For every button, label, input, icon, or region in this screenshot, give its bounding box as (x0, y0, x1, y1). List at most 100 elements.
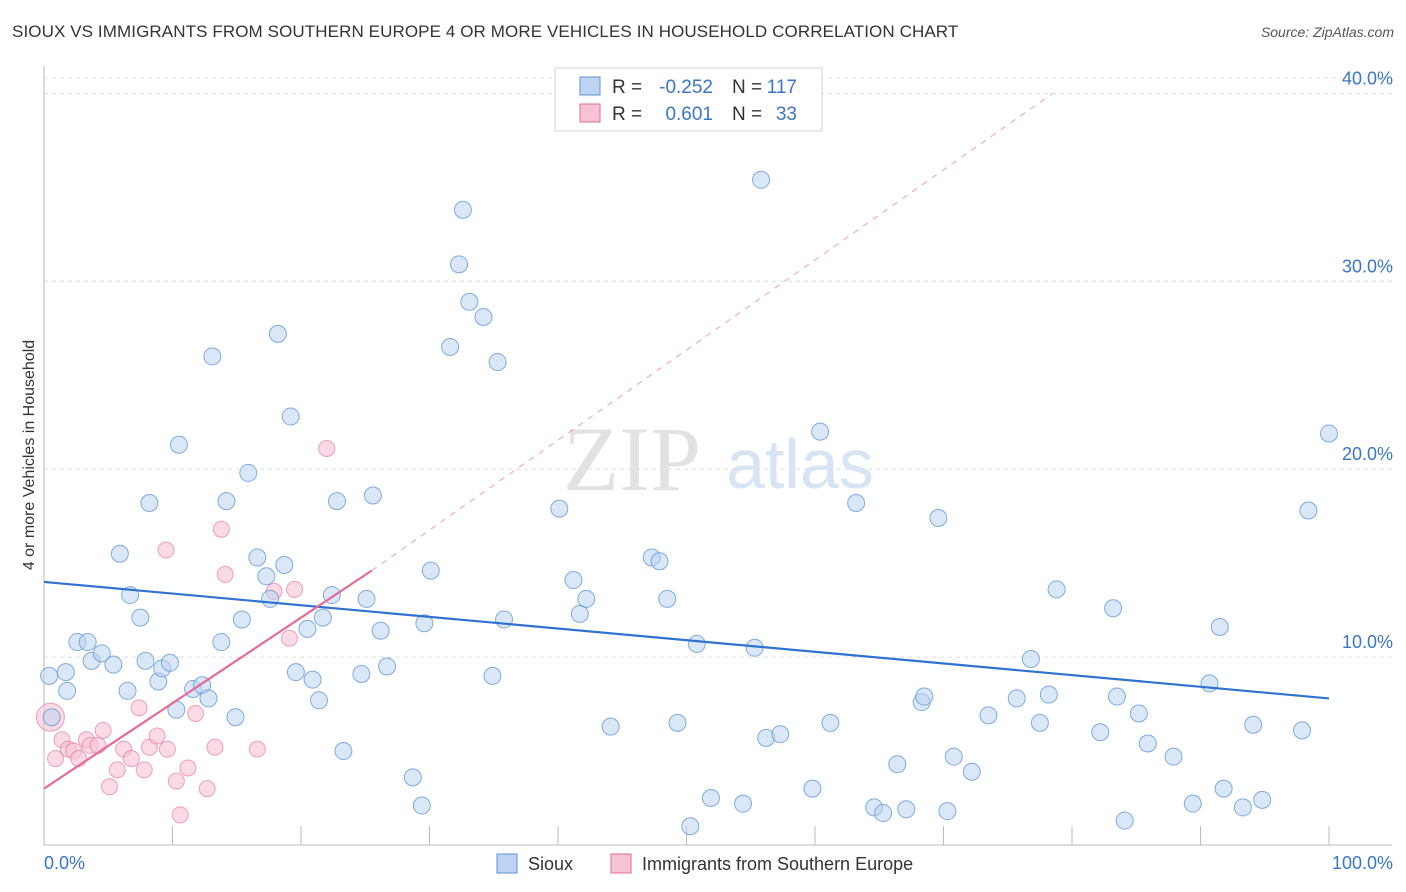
sioux-point (286, 663, 305, 682)
sioux-point (483, 666, 502, 685)
legend-sioux-label: Sioux (528, 854, 573, 874)
sioux-point (42, 708, 61, 727)
sioux-point (1293, 721, 1312, 740)
sioux-point (232, 610, 251, 629)
sioux-point (131, 608, 150, 627)
imm-point (130, 699, 148, 717)
sioux-point (550, 499, 569, 518)
sioux-point (488, 353, 507, 372)
sioux-point (687, 634, 706, 653)
watermark: ZIP atlas (563, 408, 874, 510)
legend-sioux-swatch (496, 853, 518, 874)
stats-r-value-2: 0.601 (665, 104, 713, 125)
imm-point (135, 761, 153, 779)
imm-point (158, 740, 176, 758)
y-tick-label: 10.0% (1342, 632, 1393, 652)
y-tick-label: 20.0% (1342, 444, 1393, 464)
sioux-point (298, 619, 317, 638)
sioux-point (929, 509, 948, 528)
stats-box: R = -0.252 N = 117 R = 0.601 N = 33 (554, 67, 823, 132)
imm-point (122, 750, 140, 768)
sioux-point (1164, 747, 1183, 766)
sioux-swatch (579, 76, 601, 96)
sioux-point (1214, 779, 1233, 798)
trend-lines (43, 92, 1330, 790)
sioux-point (771, 725, 790, 744)
sioux-point (110, 544, 129, 563)
sioux-point (415, 614, 434, 633)
imm-trend-extension (371, 92, 1054, 572)
imm-point (167, 772, 185, 790)
watermark-zip: ZIP (563, 408, 701, 510)
y-tick-label: 40.0% (1342, 68, 1393, 88)
sioux-point (313, 608, 332, 627)
imm-swatch (579, 103, 601, 123)
sioux-point (421, 561, 440, 580)
sioux-point (403, 768, 422, 787)
sioux-point (874, 804, 893, 823)
sioux-point (92, 644, 111, 663)
sioux-point (1233, 798, 1252, 817)
sioux-point (78, 633, 97, 652)
imm-point (286, 580, 304, 598)
stats-n-value-1: 117 (767, 77, 797, 98)
sioux-point (412, 796, 431, 815)
imm-point (187, 704, 205, 722)
sioux-point (1183, 794, 1202, 813)
sioux-point (888, 755, 907, 774)
sioux-point (1091, 723, 1110, 742)
imm-point (157, 541, 175, 559)
imm-point (212, 520, 230, 538)
watermark-atlas: atlas (726, 425, 874, 503)
imm-point (108, 761, 126, 779)
stats-n-label-2: N = (732, 104, 762, 125)
imm-point (216, 565, 234, 583)
sioux-point (104, 655, 123, 674)
sioux-point (309, 691, 328, 710)
sioux-point (378, 657, 397, 676)
sioux-point (327, 492, 346, 511)
sioux-point (303, 670, 322, 689)
imm-point (70, 750, 88, 768)
sioux-point (281, 407, 300, 426)
sioux-point (441, 338, 460, 357)
sioux-point (752, 170, 771, 189)
imm-point (101, 778, 119, 796)
sioux-point (601, 717, 620, 736)
sioux-point (453, 200, 472, 219)
sioux-point (1299, 501, 1318, 520)
imm-point (318, 439, 336, 457)
sioux-point (363, 486, 382, 505)
sioux-point (248, 548, 267, 567)
sioux-point (136, 651, 155, 670)
sioux-point (1047, 580, 1066, 599)
sioux-point (199, 689, 218, 708)
sioux-point (1210, 618, 1229, 637)
sioux-point (1107, 687, 1126, 706)
sioux-trend-line (43, 580, 1330, 700)
sioux-point (734, 794, 753, 813)
imm-point (280, 629, 298, 647)
imm-point (148, 727, 166, 745)
imm-point (248, 740, 266, 758)
sioux-point (1320, 424, 1338, 443)
sioux-point (668, 713, 687, 732)
sioux-point (1200, 674, 1219, 693)
sioux-point (897, 800, 916, 819)
sioux-point (821, 713, 840, 732)
sioux-point (450, 255, 469, 274)
tick-labels: 10.0% 20.0% 30.0% 40.0% 0.0% 100.0% (44, 68, 1393, 873)
stats-r-label-1: R = (612, 77, 642, 98)
sioux-point (226, 708, 245, 727)
legend: Sioux Immigrants from Southern Europe (496, 853, 913, 874)
sioux-point (1115, 811, 1134, 830)
sioux-point (275, 556, 294, 575)
sioux-point (650, 552, 669, 571)
sioux-point (169, 435, 188, 454)
chart-title: SIOUX VS IMMIGRANTS FROM SOUTHERN EUROPE… (12, 22, 959, 41)
sioux-point (474, 307, 493, 326)
imm-point (47, 750, 65, 768)
sioux-point (1007, 689, 1026, 708)
sioux-point (460, 292, 479, 311)
